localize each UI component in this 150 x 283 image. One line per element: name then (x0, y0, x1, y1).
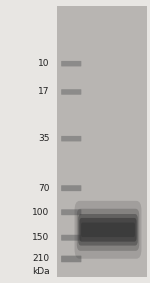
FancyBboxPatch shape (61, 185, 81, 191)
FancyBboxPatch shape (80, 218, 136, 242)
Text: 35: 35 (38, 134, 50, 143)
FancyBboxPatch shape (61, 235, 81, 241)
FancyBboxPatch shape (61, 209, 81, 215)
FancyBboxPatch shape (61, 256, 81, 262)
Text: 210: 210 (32, 254, 50, 263)
Text: 10: 10 (38, 59, 50, 68)
FancyBboxPatch shape (57, 6, 147, 277)
FancyBboxPatch shape (78, 214, 138, 246)
FancyBboxPatch shape (81, 222, 135, 237)
Text: 100: 100 (32, 208, 50, 217)
Text: kDa: kDa (32, 267, 50, 276)
FancyBboxPatch shape (61, 61, 81, 67)
Text: 150: 150 (32, 233, 50, 242)
FancyBboxPatch shape (61, 89, 81, 95)
Text: 70: 70 (38, 184, 50, 193)
FancyBboxPatch shape (61, 136, 81, 142)
FancyBboxPatch shape (75, 201, 141, 259)
FancyBboxPatch shape (77, 209, 139, 251)
Text: 17: 17 (38, 87, 50, 97)
